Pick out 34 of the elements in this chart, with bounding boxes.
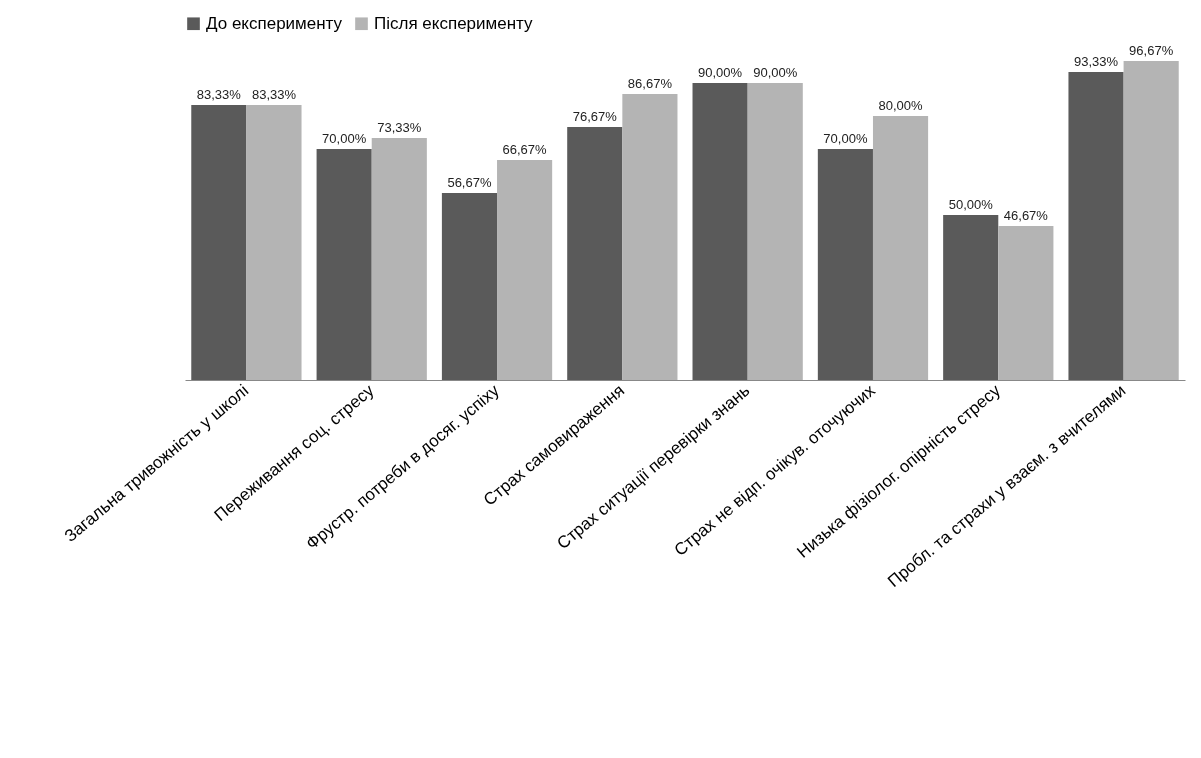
bar [567,126,623,380]
legend-label: До експерименту [206,13,343,33]
data-label: 50,00% [948,197,994,212]
data-label: 83,33% [196,87,242,103]
bar [622,93,678,380]
bar [998,225,1054,380]
data-label: 46,67% [1003,207,1049,223]
bar [692,83,748,380]
bar [191,105,247,380]
bar [817,149,873,380]
legend-label: Після експерименту [374,13,534,33]
bar [371,138,427,380]
bar [316,149,372,380]
bar [747,83,803,380]
data-label: 86,67% [627,75,673,91]
data-label: 66,67% [502,141,548,157]
data-label: 70,00% [322,131,367,146]
data-label: 96,67% [1129,42,1174,58]
data-label: 93,33% [1073,54,1119,70]
data-label: 90,00% [753,65,798,80]
bar [441,192,498,380]
data-label: 80,00% [878,98,924,113]
bar [1123,60,1179,380]
data-label: 90,00% [698,65,743,80]
bar [872,116,929,380]
data-label: 76,67% [572,108,618,124]
data-label: 56,67% [447,174,492,190]
data-label: 83,33% [251,87,297,103]
bar [943,215,999,380]
bar [1068,72,1124,380]
data-label: 73,33% [377,120,422,136]
bar [246,105,302,380]
bar [497,159,553,380]
data-label: 70,00% [823,131,868,146]
